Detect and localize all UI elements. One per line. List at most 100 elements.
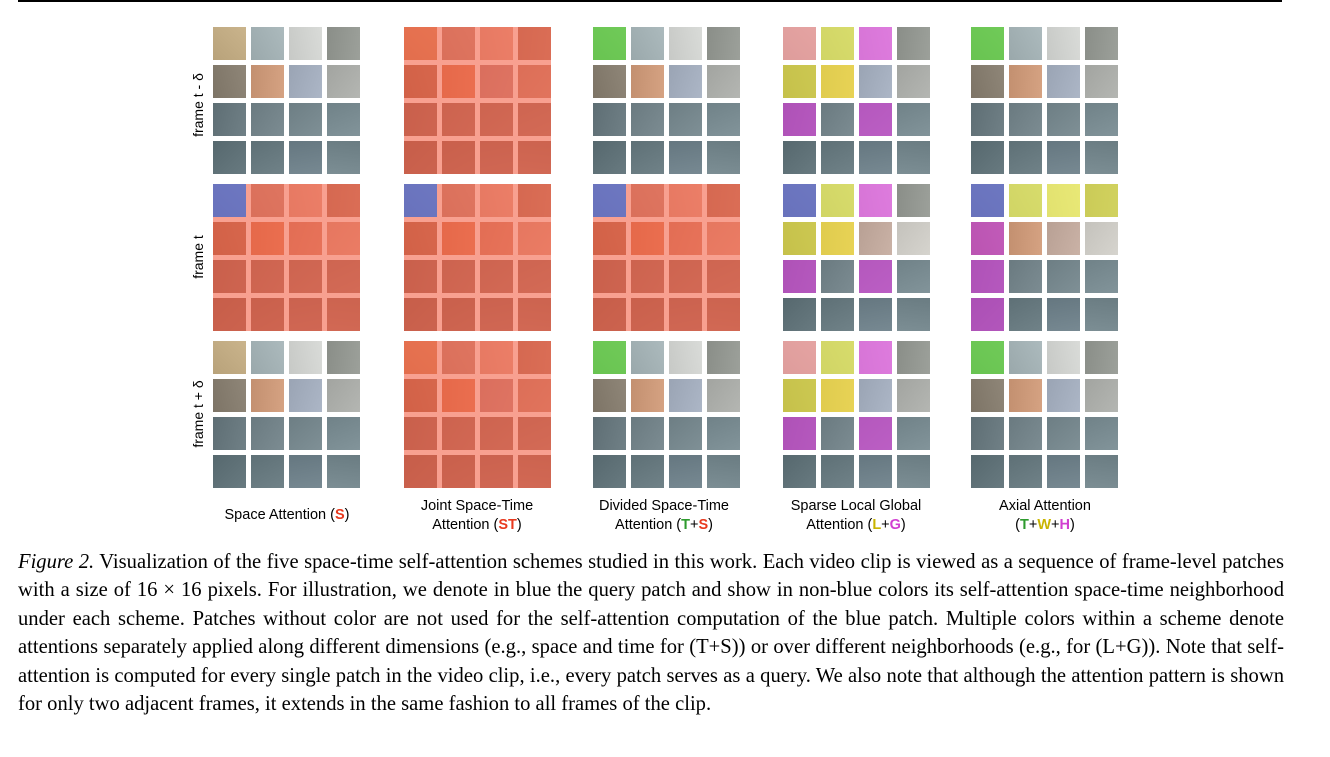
- patch: [821, 455, 854, 488]
- patch: [327, 260, 360, 293]
- patch: [480, 65, 513, 98]
- patch: [404, 141, 437, 174]
- patch: [631, 455, 664, 488]
- patch: [213, 455, 246, 488]
- patch: [1085, 184, 1118, 217]
- patch: [327, 27, 360, 60]
- patch: [213, 298, 246, 331]
- patch: [251, 379, 284, 412]
- patch: [593, 65, 626, 98]
- patch: [897, 260, 930, 293]
- patch: [971, 417, 1004, 450]
- patch: [593, 27, 626, 60]
- patch: [480, 341, 513, 374]
- patch: [1009, 260, 1042, 293]
- patch: [480, 141, 513, 174]
- patch: [480, 455, 513, 488]
- patch: [783, 455, 816, 488]
- patch: [289, 141, 322, 174]
- patch: [631, 141, 664, 174]
- patch: [251, 417, 284, 450]
- patch: [859, 455, 892, 488]
- patch: [971, 341, 1004, 374]
- patch: [897, 141, 930, 174]
- patch: [783, 103, 816, 136]
- patch: [518, 417, 551, 450]
- patch-grid-axial-frame-t: [971, 184, 1118, 331]
- figure-number: Figure 2.: [18, 551, 95, 573]
- patch: [1047, 341, 1080, 374]
- patch-grid-divided-frame-t-plus-delta: [593, 341, 740, 488]
- patch: [1047, 298, 1080, 331]
- patch: [251, 103, 284, 136]
- patch: [327, 379, 360, 412]
- patch: [783, 417, 816, 450]
- patch: [1047, 417, 1080, 450]
- patch: [783, 341, 816, 374]
- patch: [821, 65, 854, 98]
- patch: [669, 65, 702, 98]
- patch: [251, 298, 284, 331]
- patch: [707, 455, 740, 488]
- patch: [289, 65, 322, 98]
- patch: [669, 103, 702, 136]
- patch-grid-divided-frame-t: [593, 184, 740, 331]
- patch: [859, 141, 892, 174]
- patch: [1047, 455, 1080, 488]
- patch: [442, 141, 475, 174]
- patch: [1047, 184, 1080, 217]
- patch: [971, 27, 1004, 60]
- patch: [1047, 141, 1080, 174]
- patch: [783, 260, 816, 293]
- patch: [1085, 298, 1118, 331]
- patch: [480, 222, 513, 255]
- patch: [213, 65, 246, 98]
- patch: [631, 298, 664, 331]
- patch: [859, 260, 892, 293]
- query-patch: [593, 184, 626, 217]
- patch: [327, 455, 360, 488]
- patch: [593, 260, 626, 293]
- patch: [442, 65, 475, 98]
- patch: [518, 65, 551, 98]
- patch: [1047, 103, 1080, 136]
- patch: [1009, 184, 1042, 217]
- patch-grid-sparse-frame-t: [783, 184, 930, 331]
- patch: [480, 298, 513, 331]
- column-label-joint-space-time: Joint Space-Time Attention (ST): [420, 498, 534, 533]
- patch: [1085, 260, 1118, 293]
- patch: [631, 222, 664, 255]
- patch: [593, 417, 626, 450]
- patch: [631, 103, 664, 136]
- patch: [593, 222, 626, 255]
- patch: [289, 260, 322, 293]
- patch: [783, 27, 816, 60]
- patch: [327, 65, 360, 98]
- patch: [593, 103, 626, 136]
- patch: [821, 184, 854, 217]
- patch: [821, 103, 854, 136]
- patch: [1009, 417, 1042, 450]
- patch: [1047, 65, 1080, 98]
- patch: [669, 341, 702, 374]
- patch: [631, 260, 664, 293]
- patch: [1047, 222, 1080, 255]
- patch: [327, 341, 360, 374]
- patch: [1009, 65, 1042, 98]
- patch: [442, 27, 475, 60]
- patch: [897, 417, 930, 450]
- patch: [404, 455, 437, 488]
- patch: [669, 417, 702, 450]
- patch: [251, 184, 284, 217]
- patch: [821, 27, 854, 60]
- patch: [593, 141, 626, 174]
- patch: [289, 379, 322, 412]
- patch: [518, 298, 551, 331]
- patch: [821, 260, 854, 293]
- patch: [631, 65, 664, 98]
- patch: [289, 341, 322, 374]
- patch: [213, 27, 246, 60]
- patch: [783, 65, 816, 98]
- patch: [1009, 341, 1042, 374]
- patch: [669, 141, 702, 174]
